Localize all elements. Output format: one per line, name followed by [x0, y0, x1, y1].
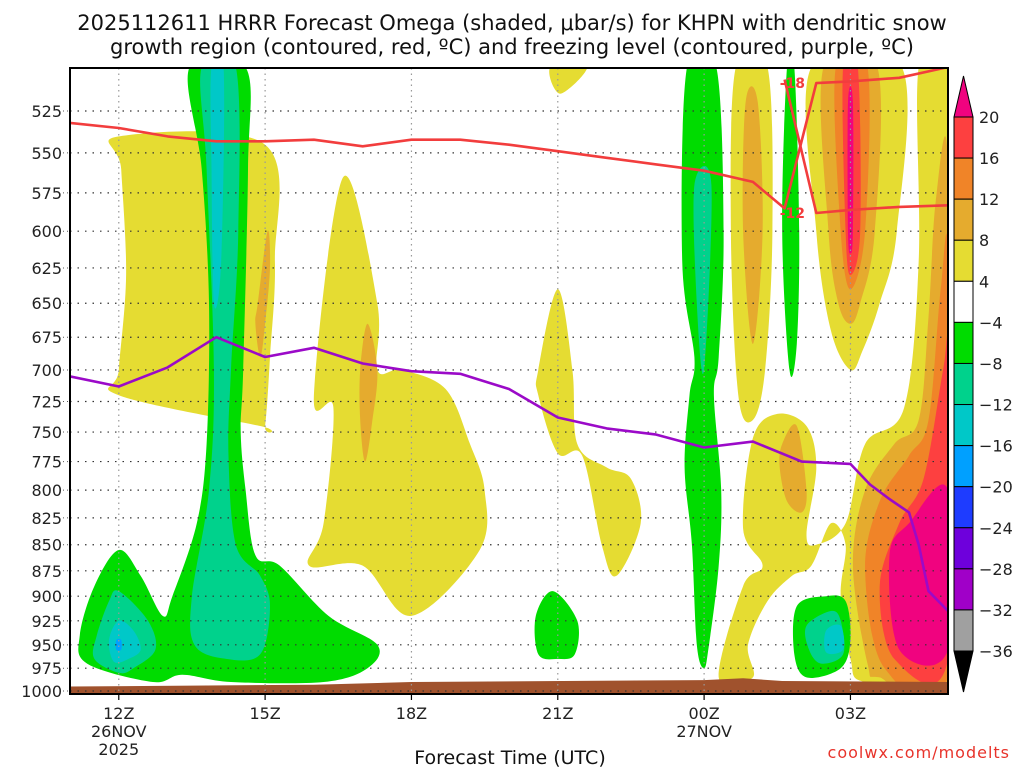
y-tick-label-650: 650: [31, 294, 62, 313]
y-tick-label-575: 575: [31, 184, 62, 203]
colorbar-label--28: −28: [979, 560, 1013, 579]
shaded-region-green-blob-2030z: [534, 591, 579, 660]
y-tick-label-975: 975: [31, 659, 62, 678]
chart-title-line1: 2025112611 HRRR Forecast Omega (shaded, …: [77, 11, 946, 35]
y-tick-label-900: 900: [31, 587, 62, 606]
colorbar-segment--4: [953, 280, 974, 323]
x-tick-label-21Z: 21Z: [542, 704, 573, 723]
shaded-region-yellow-blob-21z: [535, 289, 642, 577]
colorbar-segment-4: [953, 239, 974, 282]
shaded-region-yellow-plume-16z: [307, 175, 488, 617]
x-axis-label: Forecast Time (UTC): [414, 747, 605, 768]
colorbar-segment-12: [953, 157, 974, 200]
x-tick-label-00Z: 00Z: [688, 704, 719, 723]
y-tick-label-825: 825: [31, 509, 62, 528]
shaded-region-cyan-streak-14z: [210, 68, 225, 309]
colorbar-label-20: 20: [979, 108, 999, 127]
colorbar-label-8: 8: [979, 231, 989, 250]
shaded-region-blue-dot-12z: [115, 638, 122, 651]
y-tick-label-675: 675: [31, 328, 62, 347]
colorbar-segment--20: [953, 445, 974, 488]
y-tick-label-950: 950: [31, 636, 62, 655]
y-axis-pressure: 525 550 575 600 625 650 675 700 725 750 775 800 825 8…: [21, 102, 70, 701]
contour-label-minus18: -18: [780, 76, 805, 92]
colorbar-label--16: −16: [979, 437, 1013, 456]
y-tick-label-775: 775: [31, 453, 62, 472]
colorbar-label-12: 12: [979, 190, 999, 209]
colorbar-segment--16: [953, 404, 974, 447]
ground-fill: [70, 678, 948, 694]
colorbar-over-arrow: [953, 75, 974, 118]
shaded-region-orange-lobe-02z: [779, 424, 807, 513]
y-tick-label-725: 725: [31, 393, 62, 412]
colorbar-label--8: −8: [979, 354, 1003, 373]
shaded-region-magenta-column-03z: [847, 86, 854, 254]
colorbar-label-4: 4: [979, 272, 989, 291]
colorbar-under-arrow: [953, 650, 974, 693]
y-tick-label-750: 750: [31, 423, 62, 442]
shaded-region-orange-core-12z: [255, 230, 271, 357]
shaded-region-yellow-top-21z: [549, 68, 587, 94]
contour-label-minus12: -12: [780, 206, 805, 222]
x-tick-date-12Z: 26NOV: [91, 722, 147, 741]
shaded-region-orange-column-01z: [742, 86, 763, 344]
colorbar-segment--28: [953, 527, 974, 570]
y-tick-label-550: 550: [31, 144, 62, 163]
colorbar-segment--8: [953, 321, 974, 364]
x-tick-label-15Z: 15Z: [249, 704, 280, 723]
shaded-region-teal-column-00z: [693, 165, 712, 375]
y-tick-label-800: 800: [31, 481, 62, 500]
colorbar-label--36: −36: [979, 642, 1013, 661]
colorbar-label--20: −20: [979, 478, 1013, 497]
y-tick-label-1000: 1000: [21, 682, 62, 701]
chart-title-line2: growth region (contoured, red, ºC) and f…: [110, 35, 914, 59]
plot-frame: [69, 67, 949, 695]
colorbar-segment-8: [953, 198, 974, 241]
shaded-region-green-column-0130z: [782, 68, 800, 377]
contour-dendritic-lower-boundary-red: [783, 79, 948, 215]
colorbar-segment--12: [953, 362, 974, 406]
colorbar-label--12: −12: [979, 396, 1013, 415]
x-tick-label-18Z: 18Z: [396, 704, 427, 723]
shaded-region-cyan-blob-03z: [824, 624, 845, 655]
colorbar-segment--32: [953, 568, 974, 611]
y-tick-label-525: 525: [31, 102, 62, 121]
ground-terrain: [70, 678, 948, 694]
omega-shading: [78, 68, 948, 694]
y-tick-label-850: 850: [31, 536, 62, 555]
shaded-region-yellow-plume-12z: [108, 131, 280, 433]
colorbar-label--4: −4: [979, 313, 1003, 332]
x-tick-year-12Z: 2025: [98, 740, 139, 759]
y-tick-label-700: 700: [31, 361, 62, 380]
colorbar-label-16: 16: [979, 149, 999, 168]
colorbar-label--32: −32: [979, 601, 1013, 620]
y-tick-label-875: 875: [31, 562, 62, 581]
y-tick-label-625: 625: [31, 259, 62, 278]
colorbar-label--24: −24: [979, 519, 1013, 538]
colorbar-legend: 20 16 12 8 4 −4 −8 −12 −16 −20 −24 −28 −32 −36: [953, 75, 1013, 693]
shaded-region-orange-core-16z: [359, 323, 378, 462]
x-tick-label-03Z: 03Z: [835, 704, 866, 723]
x-tick-date-00Z: 27NOV: [676, 722, 732, 741]
credit-watermark: coolwx.com/modelts: [828, 743, 1010, 762]
y-tick-label-925: 925: [31, 612, 62, 631]
contour-lines: -18 -12: [70, 68, 948, 612]
contour-freezing-level-purple: [70, 335, 948, 612]
shaded-region-cyan-blob-12z: [108, 620, 141, 663]
x-tick-label-12Z: 12Z: [103, 704, 134, 723]
y-tick-label-600: 600: [31, 222, 62, 241]
contour-dendritic-upper-boundary-red: [70, 68, 948, 210]
colorbar-segment-16: [953, 116, 974, 159]
colorbar-segment--24: [953, 486, 974, 529]
shaded-region-teal-column-14z: [190, 68, 270, 661]
colorbar-segment--36: [953, 609, 974, 652]
